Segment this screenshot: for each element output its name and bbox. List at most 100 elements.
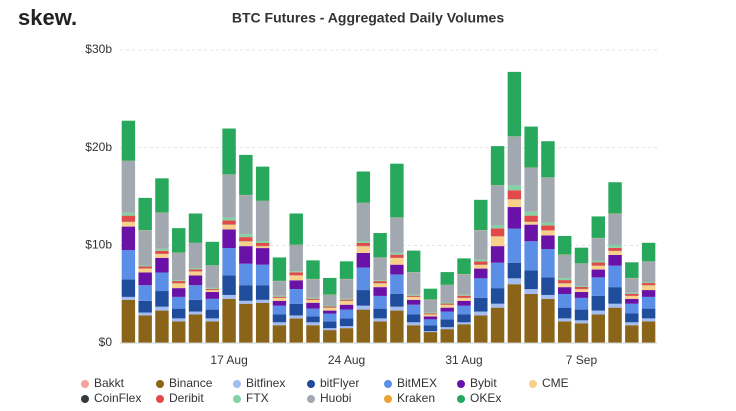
bar-segment xyxy=(474,230,488,260)
bar-segment xyxy=(239,234,253,238)
bar-segment xyxy=(625,322,639,326)
bar-segment xyxy=(172,321,186,343)
legend-label: CME xyxy=(542,376,569,390)
bar-segment xyxy=(306,299,320,303)
bar-segment xyxy=(490,225,505,229)
bar-segment xyxy=(239,241,253,247)
bar-segment xyxy=(490,236,505,247)
bar-segment xyxy=(155,310,169,343)
bar-segment xyxy=(591,310,605,315)
logo: skew. xyxy=(18,5,77,30)
x-tick-label: 7 Sep xyxy=(566,353,598,367)
bar-segment xyxy=(138,312,152,316)
bar-segment xyxy=(339,328,354,343)
bar-segment xyxy=(591,314,605,343)
bar-segment xyxy=(474,278,488,298)
bar-segment xyxy=(356,290,371,306)
bar-segment xyxy=(289,213,303,245)
legend-marker xyxy=(233,395,241,403)
bar-segment xyxy=(406,304,421,315)
bar-segment xyxy=(591,265,605,270)
bar-segment xyxy=(222,298,236,343)
bar-segment xyxy=(507,228,522,263)
bar-segment xyxy=(222,294,236,299)
bar-segment xyxy=(625,262,639,278)
bar-segment xyxy=(541,277,555,295)
bar-segment xyxy=(356,252,371,268)
bar-segment xyxy=(255,248,270,265)
bar-segment xyxy=(373,321,387,343)
bar-segment xyxy=(138,266,152,269)
bar-segment xyxy=(255,241,270,243)
bar-segment xyxy=(155,306,169,311)
bar-segment xyxy=(557,287,572,294)
bar-segment xyxy=(423,331,438,333)
bar-segment xyxy=(490,288,505,304)
bar-segment xyxy=(155,272,169,292)
bar-segment xyxy=(172,308,186,319)
bar-segment xyxy=(339,326,354,329)
bar-segment xyxy=(440,307,454,312)
bar-segment xyxy=(390,252,404,255)
legend-label: Huobi xyxy=(320,391,351,405)
bar-segment xyxy=(205,265,220,288)
bar-segment xyxy=(155,178,169,213)
bar-segment xyxy=(608,182,622,214)
bar-segment xyxy=(373,281,387,284)
legend-marker xyxy=(307,395,315,403)
bar-segment xyxy=(138,265,152,267)
bar-segment xyxy=(356,246,371,253)
bar-segment xyxy=(339,261,354,279)
legend-marker xyxy=(529,380,537,388)
bar-segment xyxy=(608,250,622,255)
bar-segment xyxy=(406,325,421,343)
bar-segment xyxy=(390,310,404,343)
bar-segment xyxy=(524,270,538,290)
bar-segment xyxy=(306,297,320,299)
bar-segment xyxy=(423,313,438,315)
bar-segment xyxy=(373,295,387,309)
bar-segment xyxy=(557,283,572,288)
bar-segment xyxy=(557,235,572,255)
legend-label: Bybit xyxy=(470,376,497,390)
bar-segment xyxy=(641,308,656,319)
bar-segment xyxy=(440,327,454,330)
bar-segment xyxy=(188,285,203,300)
bar-segment xyxy=(289,315,303,319)
bar-segment xyxy=(641,283,656,285)
bar-segment xyxy=(406,294,421,296)
bar-segment xyxy=(490,246,505,263)
bar-segment xyxy=(541,294,555,299)
bar-segment xyxy=(222,174,236,218)
bar-segment xyxy=(323,277,337,295)
bar-segment xyxy=(541,249,555,278)
bar-segment xyxy=(457,314,471,323)
bar-segment xyxy=(440,311,454,320)
bar-segment xyxy=(255,166,270,201)
bar-segment xyxy=(423,316,438,320)
bar-segment xyxy=(625,295,639,299)
bar-segment xyxy=(272,300,287,306)
bar-segment xyxy=(373,287,387,296)
bar-segment xyxy=(188,271,203,276)
bar-segment xyxy=(222,248,236,276)
bar-segment xyxy=(222,217,236,221)
bar-segment xyxy=(641,285,656,291)
bar-segment xyxy=(490,185,505,226)
bar-segment xyxy=(323,310,337,314)
legend-label: FTX xyxy=(246,391,269,405)
chart-title: BTC Futures - Aggregated Daily Volumes xyxy=(232,10,504,26)
bar-segment xyxy=(255,302,270,343)
legend-label: Bitfinex xyxy=(246,376,285,390)
legend-marker xyxy=(81,395,89,403)
bar-segment xyxy=(390,254,404,258)
bar-segment xyxy=(423,312,438,314)
bar-segment xyxy=(205,321,220,343)
bar-segment xyxy=(608,254,622,266)
bar-segment xyxy=(356,267,371,291)
bar-segment xyxy=(440,302,454,304)
bar-segment xyxy=(474,259,488,262)
bar-segment xyxy=(541,298,555,343)
bar-segment xyxy=(172,228,186,253)
bar-segment xyxy=(524,126,538,168)
